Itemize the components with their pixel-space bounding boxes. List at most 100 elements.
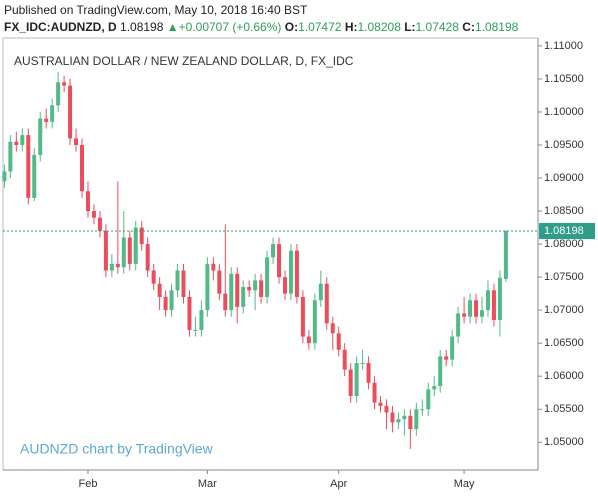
candle-body (300, 296, 305, 337)
ohlc-value: 1.08198 (474, 20, 519, 34)
candle-body (121, 237, 126, 268)
x-tick-label: Apr (330, 478, 347, 490)
candle-body (199, 310, 204, 330)
y-tick-label: 1.08500 (544, 205, 584, 217)
candle-body (271, 244, 276, 258)
candle-body (366, 362, 371, 383)
watermark: AUDNZD chart by TradingView (20, 441, 214, 457)
candle-body (432, 386, 437, 390)
candle-body (44, 118, 49, 122)
candle-body (62, 82, 67, 86)
y-tick-label: 1.08000 (544, 238, 584, 250)
y-tick-label: 1.09000 (544, 172, 584, 184)
candle-body (38, 118, 43, 155)
candle-body (181, 270, 186, 297)
candle-body (169, 290, 174, 311)
candle-body (151, 270, 156, 284)
candle-body (229, 273, 234, 311)
candle-body (2, 171, 7, 182)
candle-body (336, 333, 341, 350)
candle-body (265, 257, 270, 297)
candle-body (253, 280, 258, 291)
candle-body (402, 415, 407, 420)
candle-body (426, 389, 431, 410)
y-tick-label: 1.10000 (544, 106, 584, 118)
candle-body (438, 356, 443, 387)
candle-body (384, 405, 389, 413)
ohlc-value: 1.08208 (357, 20, 401, 34)
candle-body (247, 287, 252, 291)
y-tick-label: 1.05000 (544, 436, 584, 448)
candle-body (330, 323, 335, 334)
candle-body (503, 231, 508, 279)
symbol-line: FX_IDC:AUDNZD, D 1.08198 ▲+0.00707 (+0.6… (4, 19, 518, 36)
up-arrow: ▲ (166, 20, 179, 34)
x-tick-label: Mar (198, 478, 217, 490)
candle-body (306, 336, 311, 344)
symbol: FX_IDC:AUDNZD, D (4, 20, 117, 34)
candle-body (360, 362, 365, 364)
candle-body (372, 382, 377, 403)
last-price-box (539, 223, 595, 240)
candle-body (68, 85, 73, 139)
candle-body (103, 230, 108, 271)
candle-body (450, 336, 455, 360)
candle-body (462, 313, 467, 317)
candle-body (223, 293, 228, 311)
candle-body (127, 237, 132, 264)
candle-body (74, 138, 79, 146)
candle-body (497, 277, 502, 321)
candle-body (348, 369, 353, 397)
y-tick-label: 1.09500 (544, 139, 584, 151)
candle-body (288, 250, 293, 294)
candle-body (318, 283, 323, 301)
candle-body (205, 263, 210, 311)
candle-body (456, 313, 461, 337)
candle-body (133, 227, 138, 264)
candle-body (85, 191, 90, 212)
candle-body (354, 362, 359, 397)
candle-body (109, 263, 114, 271)
candle-body (235, 273, 240, 307)
ohlc-label: L: (404, 20, 416, 34)
change: +0.00707 (+0.66%) (178, 20, 282, 34)
candle-body (277, 244, 282, 278)
candle-body (32, 154, 37, 198)
candle-body (294, 250, 299, 297)
candle-body (420, 409, 425, 411)
candle-body (115, 263, 120, 268)
y-tick-label: 1.07500 (544, 271, 584, 283)
ohlc-label: C: (462, 20, 475, 34)
candle-body (217, 270, 222, 294)
candle-body (414, 409, 419, 430)
candle-body (241, 287, 246, 307)
candle-body (485, 290, 490, 311)
candle-body (163, 296, 168, 311)
y-tick-label: 1.10500 (544, 73, 584, 85)
candle-body (474, 300, 479, 317)
last-price: 1.08198 (120, 20, 164, 34)
ohlc-label: H: (344, 20, 358, 34)
candle-body (56, 82, 61, 106)
y-tick-label: 1.11000 (544, 40, 583, 52)
candle-body (26, 135, 31, 198)
candle-body (342, 349, 347, 370)
candle-body (324, 283, 329, 324)
candle-body (20, 135, 25, 146)
x-tick-label: May (454, 478, 475, 490)
last-price-label: 1.08198 (544, 225, 584, 237)
candle-body (139, 227, 144, 245)
ohlc-label: O: (284, 20, 299, 34)
candle-body (50, 105, 55, 122)
candle-body (259, 280, 264, 297)
candle-body (396, 419, 401, 423)
candle-body (91, 211, 96, 218)
candle-body (468, 300, 473, 317)
x-tick-label: Feb (78, 478, 97, 490)
candle-body (408, 415, 413, 430)
candle-body (8, 141, 13, 172)
candle-body (97, 217, 102, 231)
candle-body (157, 283, 162, 297)
published-line: Published on TradingView.com, May 10, 20… (4, 3, 308, 17)
y-tick-label: 1.07000 (544, 304, 584, 316)
